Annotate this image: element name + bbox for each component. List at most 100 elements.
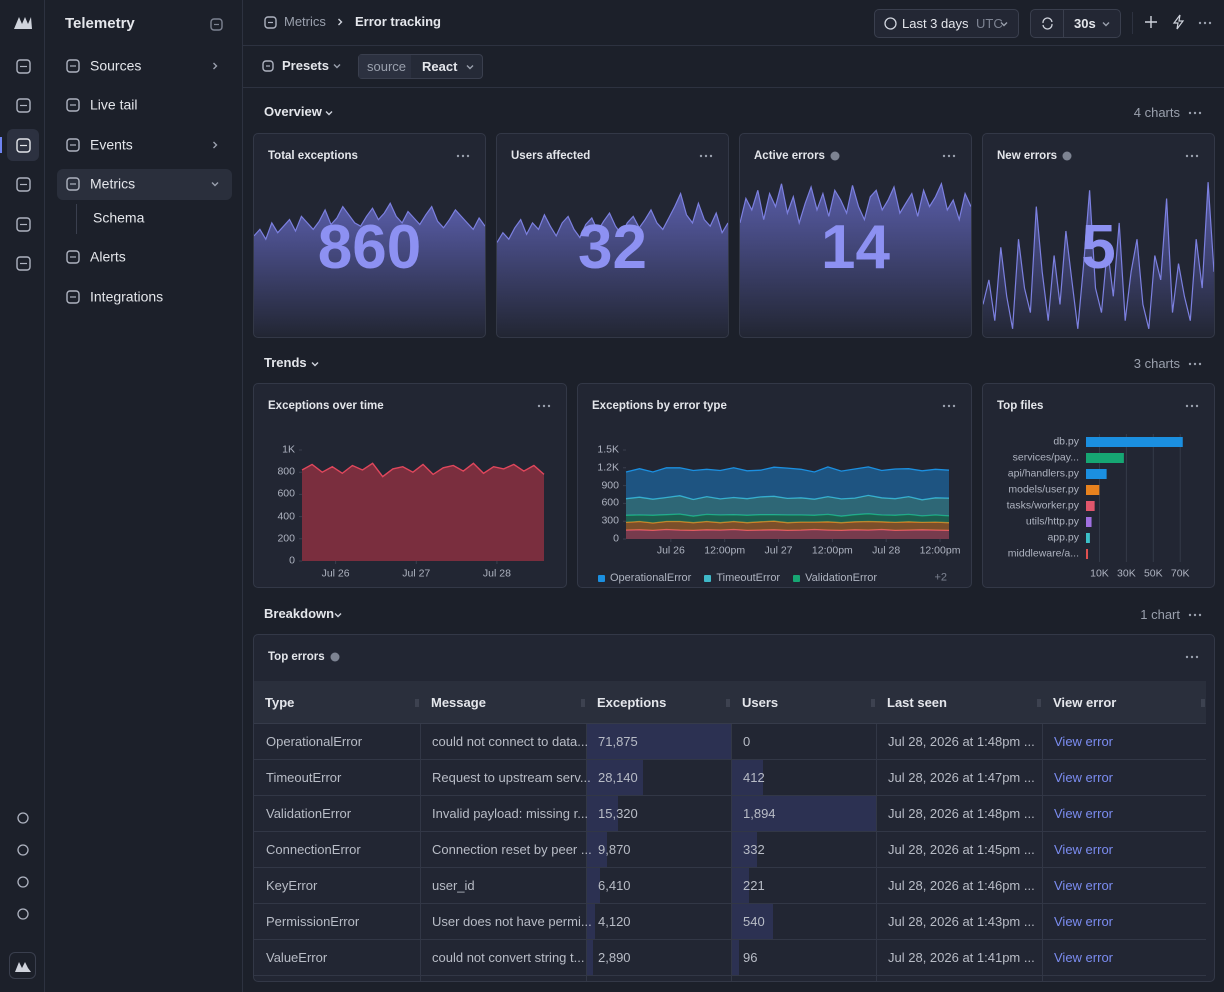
section-title[interactable]: Trends <box>264 355 307 371</box>
column-header[interactable]: Users <box>742 695 779 711</box>
section-title[interactable]: Breakdown <box>264 606 335 622</box>
view-error-link[interactable]: View error <box>1054 734 1114 750</box>
sidebar: Telemetry Sources Live tail Events Metrics Sc… <box>45 0 243 992</box>
chart-card: Top files 10K 30K 50K 70K db.py services/pay..… <box>982 383 1215 588</box>
icon <box>262 60 274 72</box>
cell-message: Connection reset by peer ... <box>432 842 592 858</box>
column-header[interactable]: Last seen <box>887 695 947 711</box>
icon <box>1042 17 1053 30</box>
time-range-button[interactable]: Last 3 days UTC <box>874 9 1019 38</box>
view-error-link[interactable]: View error <box>1054 806 1114 822</box>
dot <box>1193 111 1197 115</box>
nav-item[interactable]: Sources <box>90 57 142 74</box>
stack-area <box>626 495 949 517</box>
dot <box>547 404 551 408</box>
y-tick-label: 800 <box>277 465 295 478</box>
more-menu <box>942 404 956 408</box>
dot <box>466 154 470 158</box>
exceptions-bar <box>587 832 607 867</box>
chevron-shape <box>338 18 343 26</box>
filter-pill[interactable]: source React <box>358 54 483 79</box>
more-menu <box>1185 154 1199 158</box>
cell-type: OperationalError <box>266 734 363 750</box>
view-error-link[interactable]: View error <box>1054 878 1114 894</box>
column-header[interactable]: Message <box>431 695 486 711</box>
icon-shape <box>262 60 274 72</box>
y-tick-label: middleware/a... <box>1007 547 1079 560</box>
chevron-shape <box>1000 21 1008 26</box>
cell-exceptions: 2,890 <box>598 950 631 966</box>
table-card: Top errors Type Message Exceptions Users Last… <box>253 634 1215 982</box>
dot <box>456 154 460 158</box>
cell-message: User does not have permi... <box>432 914 592 930</box>
column-border <box>876 724 877 981</box>
nav-item[interactable]: Metrics <box>90 175 136 192</box>
users-bar <box>732 760 764 795</box>
breadcrumb[interactable]: Metrics <box>284 14 326 30</box>
cell-type: ValidationError <box>266 806 352 822</box>
x-tick-label: Jul 27 <box>402 567 431 580</box>
rail-icon <box>17 876 29 888</box>
dot <box>1193 613 1197 617</box>
nav-item[interactable]: Integrations <box>90 288 164 305</box>
y-tick-label: 1.5K <box>597 443 619 456</box>
column-header[interactable]: Exceptions <box>597 695 667 711</box>
card-title: Exceptions over time <box>268 400 384 412</box>
icon <box>17 908 29 920</box>
users-bar <box>732 796 876 831</box>
view-error-link[interactable]: View error <box>1054 842 1114 858</box>
grip <box>1037 699 1041 707</box>
dot <box>1185 404 1189 408</box>
table-row <box>254 832 1206 868</box>
dot <box>1198 111 1202 115</box>
pill-key-bg <box>359 55 411 78</box>
column-resize <box>871 699 875 707</box>
logo-shape <box>14 17 32 29</box>
breadcrumb-current: Error tracking <box>355 14 441 30</box>
chevron <box>333 64 341 69</box>
y-tick-label: 200 <box>277 532 295 545</box>
y-tick-label: 300 <box>601 514 619 527</box>
x-tick-label: 70K <box>1170 567 1190 580</box>
chevron-shape <box>211 182 219 187</box>
area-chart <box>299 449 545 564</box>
chevron <box>338 18 343 26</box>
chevron-shape <box>1102 21 1110 26</box>
area-fill <box>302 463 544 561</box>
exceptions-bar <box>587 868 600 903</box>
refresh-button[interactable]: 30s <box>1030 9 1121 38</box>
nav-item[interactable]: Live tail <box>90 96 138 113</box>
nav-item[interactable]: Alerts <box>90 248 126 265</box>
stat-value: 5 <box>1081 212 1116 282</box>
plus-icon <box>1145 16 1157 28</box>
more-menu <box>1198 21 1212 25</box>
presets-button[interactable]: Presets <box>282 58 329 74</box>
bolt-icon <box>1172 14 1185 30</box>
column-header[interactable]: Type <box>265 695 295 711</box>
bar <box>1086 453 1124 463</box>
legend-swatch <box>598 574 605 582</box>
stack-area <box>626 466 949 500</box>
x-tick-label: Jul 28 <box>482 567 511 580</box>
chevron-shape <box>213 141 218 149</box>
cell-users: 1,894 <box>743 806 776 822</box>
bolt-button <box>1172 14 1185 30</box>
view-error-link[interactable]: View error <box>1054 950 1114 966</box>
column-resize <box>1037 699 1041 707</box>
users-bar <box>732 868 749 903</box>
column-header[interactable]: View error <box>1053 695 1117 711</box>
sparkline-chart <box>497 191 728 337</box>
dot <box>1188 613 1192 617</box>
nav-item[interactable]: Schema <box>93 209 145 226</box>
section-title[interactable]: Overview <box>264 104 322 120</box>
stack-line <box>625 528 950 532</box>
view-error-link[interactable]: View error <box>1054 914 1114 930</box>
view-error-link[interactable]: View error <box>1054 770 1114 786</box>
info-dot <box>330 652 340 662</box>
x-tick-label: 12:00pm <box>811 544 853 557</box>
chart-card: Exceptions over time 0 200 400 600 800 1K Jul 2… <box>253 383 567 588</box>
nav-item[interactable]: Events <box>90 136 133 153</box>
section-count: 3 charts <box>1133 356 1180 372</box>
dot <box>947 154 951 158</box>
